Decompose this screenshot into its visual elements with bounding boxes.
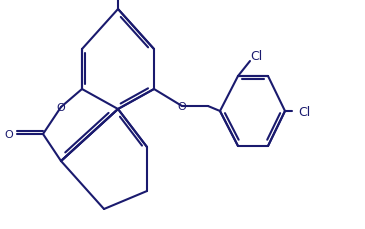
Text: Cl: Cl (250, 50, 262, 63)
Text: O: O (4, 129, 13, 139)
Text: Cl: Cl (298, 105, 310, 118)
Text: O: O (57, 103, 65, 112)
Text: O: O (178, 101, 187, 112)
